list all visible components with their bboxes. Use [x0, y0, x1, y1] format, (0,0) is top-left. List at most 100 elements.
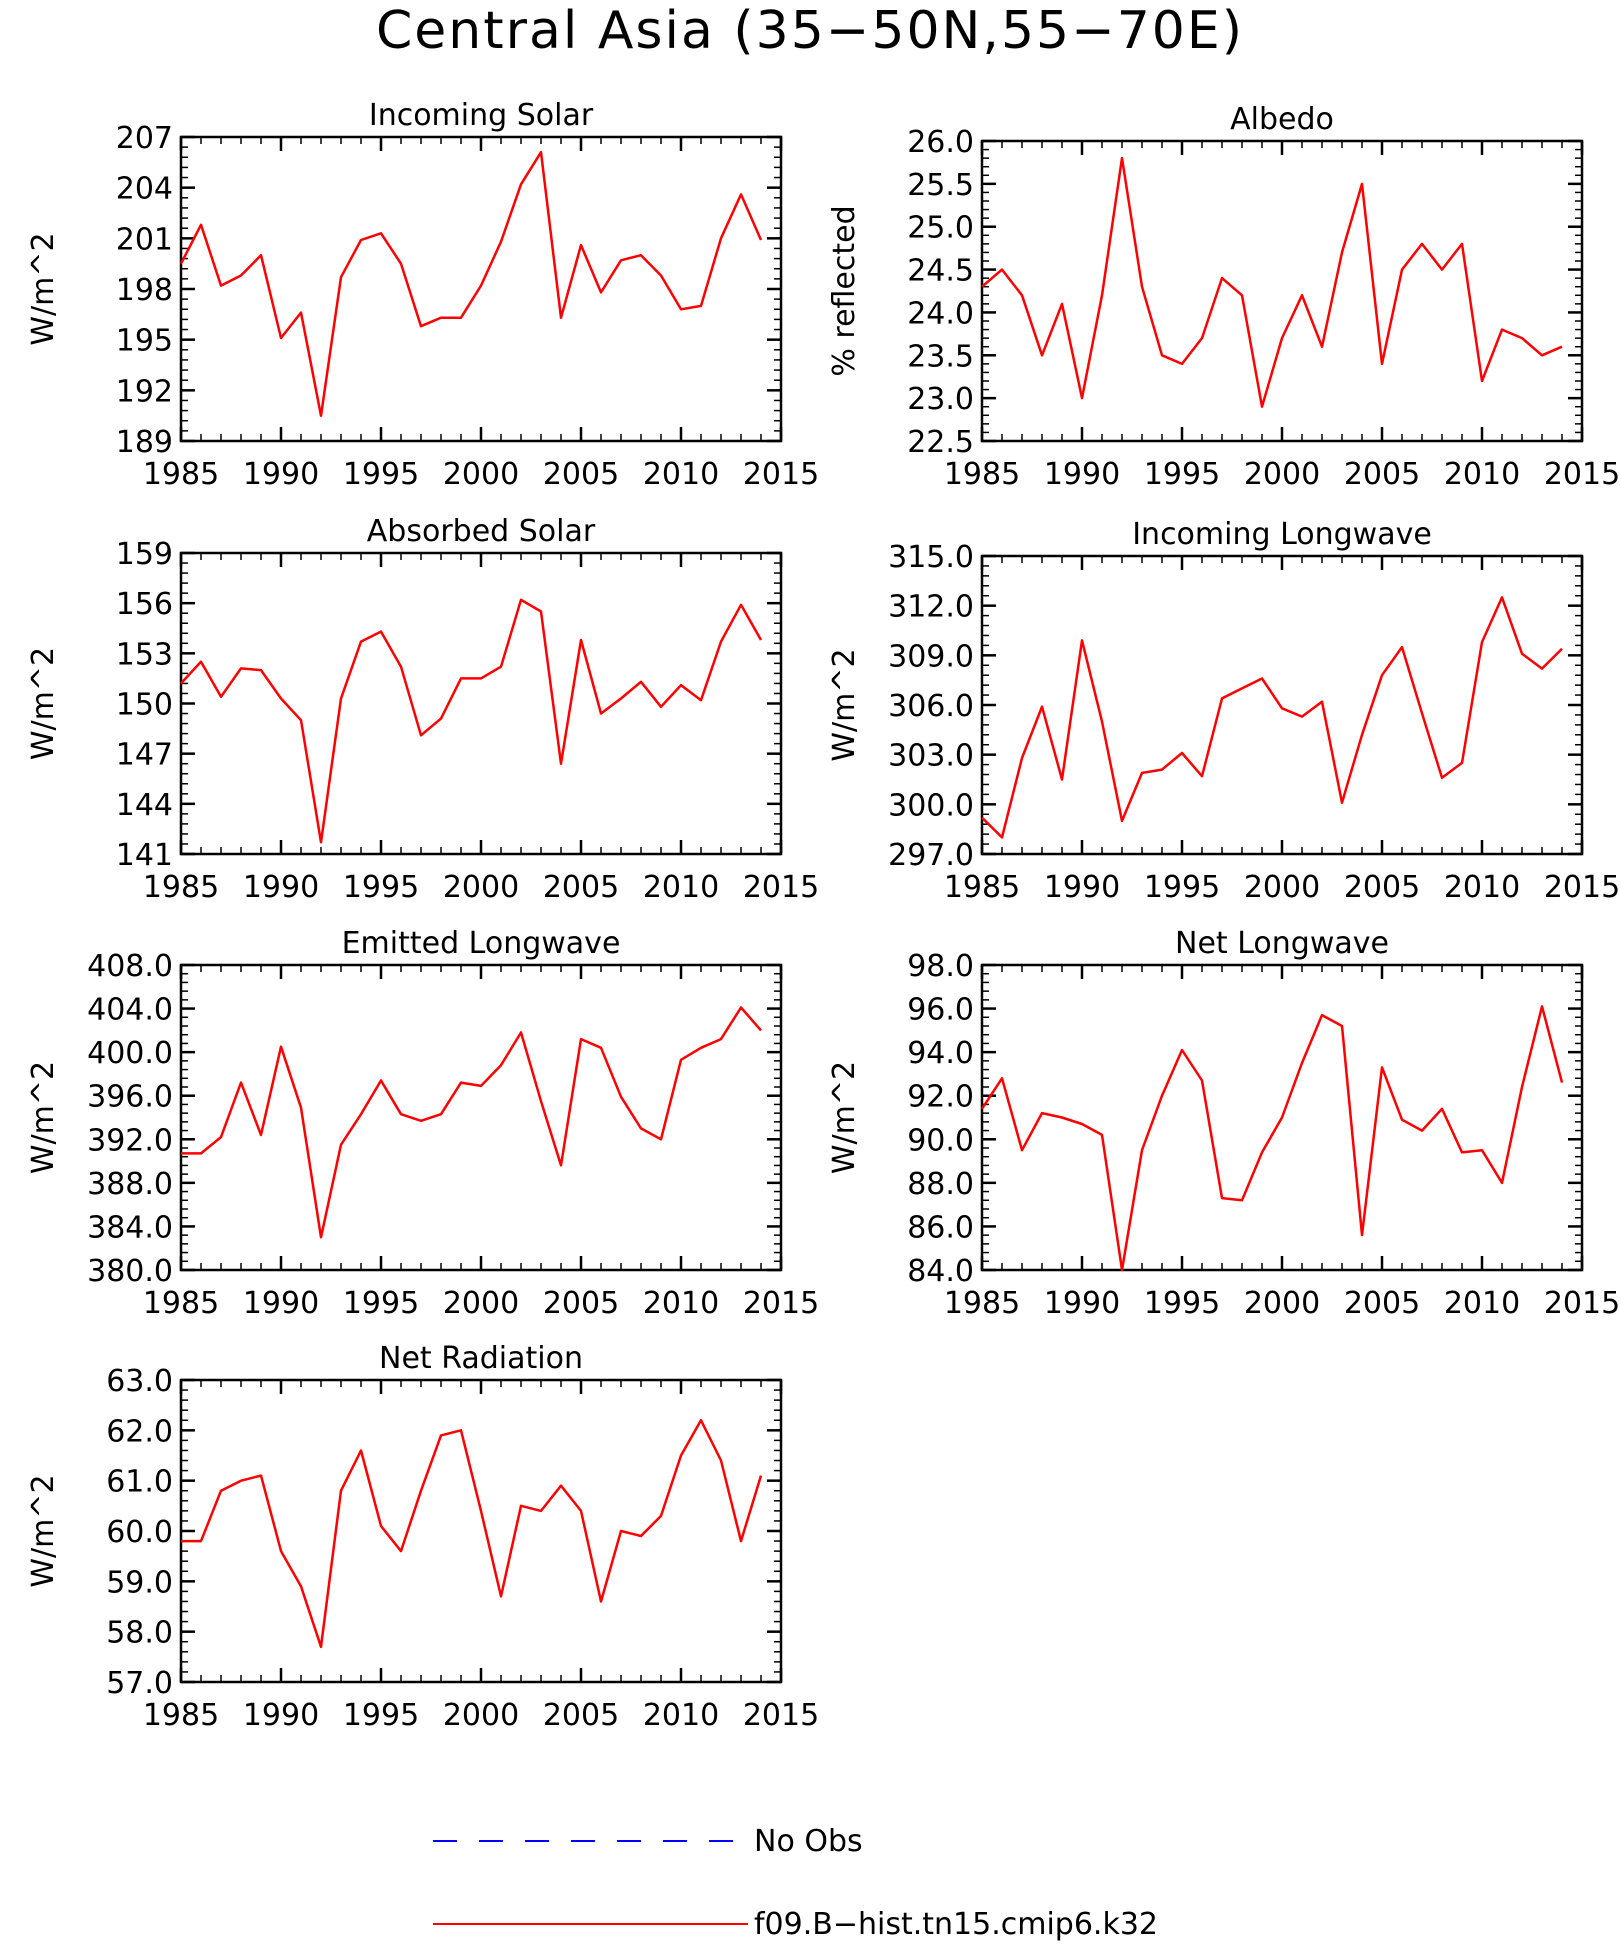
x-tick-label: 1985	[944, 457, 1020, 492]
x-tick-label: 2000	[1244, 1286, 1320, 1321]
y-tick-label: 25.5	[907, 168, 974, 203]
x-tick-label: 2005	[1344, 1286, 1420, 1321]
y-tick-label: 62.0	[106, 1414, 173, 1449]
panel-title: Incoming Solar	[369, 98, 594, 133]
y-tick-label: 57.0	[106, 1666, 173, 1701]
panel-title: Net Radiation	[379, 1341, 583, 1376]
y-axis-label: W/m^2	[26, 1474, 61, 1587]
x-tick-label: 2010	[643, 870, 719, 905]
panel-title: Incoming Longwave	[1132, 517, 1432, 552]
x-tick-label: 2010	[1444, 1286, 1520, 1321]
series-line	[981, 156, 1563, 408]
figure-title: Central Asia (35−50N,55−70E)	[376, 1, 1244, 61]
y-tick-label: 309.0	[888, 639, 974, 674]
x-tick-label: 1995	[343, 1286, 419, 1321]
y-tick-label: 189	[116, 425, 173, 460]
panel-title: Emitted Longwave	[342, 926, 621, 961]
x-tick-label: 1985	[944, 870, 1020, 905]
x-tick-label: 2005	[543, 457, 619, 492]
x-tick-label: 1990	[243, 1698, 319, 1733]
y-tick-label: 96.0	[907, 993, 974, 1028]
panel-0: Incoming Solar W/m^2 1985 1990 1995 2000 2005 2…	[26, 98, 819, 492]
series-line	[180, 598, 763, 844]
y-tick-label: 159	[116, 537, 173, 572]
x-tick-label: 1990	[1044, 870, 1120, 905]
x-tick-label: 2000	[443, 457, 519, 492]
y-tick-label: 60.0	[106, 1515, 173, 1550]
series-line	[980, 1005, 1564, 1272]
x-tick-label: 2000	[1244, 457, 1320, 492]
y-axis-label: W/m^2	[26, 647, 61, 760]
y-tick-label: 306.0	[888, 689, 974, 724]
panel-3: Incoming Longwave W/m^2 1985 1990 1995 2000 20…	[827, 517, 1620, 905]
x-tick-label: 1985	[143, 1698, 219, 1733]
x-tick-label: 1985	[143, 870, 219, 905]
x-tick-label: 1995	[1144, 870, 1220, 905]
y-tick-label: 63.0	[106, 1364, 173, 1399]
y-tick-label: 23.0	[907, 382, 974, 417]
y-tick-label: 297.0	[888, 838, 974, 873]
y-tick-label: 24.0	[907, 296, 974, 331]
panel-6: Net Radiation W/m^2 1985 1990 1995 2000 2005 20…	[26, 1341, 819, 1733]
plot-frame	[179, 963, 783, 1272]
y-axis-label: W/m^2	[26, 232, 61, 345]
y-tick-label: 92.0	[907, 1080, 974, 1115]
x-tick-label: 2010	[643, 457, 719, 492]
y-tick-label: 147	[116, 738, 173, 773]
plot-frame	[980, 139, 1584, 443]
x-tick-label: 2010	[643, 1698, 719, 1733]
x-tick-label: 1985	[944, 1286, 1020, 1321]
x-tick-label: 2010	[1444, 870, 1520, 905]
y-tick-label: 404.0	[87, 993, 173, 1028]
y-tick-label: 201	[116, 222, 173, 257]
y-tick-label: 300.0	[888, 788, 974, 823]
x-tick-label: 2005	[543, 870, 619, 905]
y-tick-label: 58.0	[106, 1616, 173, 1651]
legend-no-obs-label: No Obs	[754, 1824, 863, 1859]
plot-frame	[179, 135, 783, 443]
legend: No Obs f09.B−hist.tn15.cmip6.k32	[433, 1824, 1158, 1942]
y-tick-label: 26.0	[907, 125, 974, 160]
panel-title: Albedo	[1230, 102, 1334, 137]
series-line	[981, 596, 1563, 839]
x-tick-label: 2015	[743, 1286, 819, 1321]
y-tick-label: 315.0	[888, 540, 974, 575]
x-tick-label: 1985	[143, 457, 219, 492]
y-tick-label: 312.0	[888, 590, 974, 625]
panel-title: Net Longwave	[1175, 926, 1389, 961]
series-line	[181, 1419, 763, 1649]
x-tick-label: 2000	[1244, 870, 1320, 905]
x-tick-label: 2005	[543, 1698, 619, 1733]
x-tick-label: 2005	[1344, 457, 1420, 492]
panel-1: Albedo % reflected 1985 1990 1995 2000 2005 201…	[827, 102, 1620, 492]
y-tick-label: 192	[116, 374, 173, 409]
series-line	[181, 1006, 762, 1239]
panel-title: Absorbed Solar	[367, 514, 596, 549]
x-tick-label: 2000	[443, 870, 519, 905]
y-tick-label: 22.5	[907, 425, 974, 460]
x-tick-label: 2000	[443, 1286, 519, 1321]
y-tick-label: 144	[116, 788, 173, 823]
x-tick-label: 2015	[743, 870, 819, 905]
y-tick-label: 396.0	[87, 1080, 173, 1115]
plot-frame	[179, 551, 783, 856]
y-tick-label: 153	[116, 637, 173, 672]
y-tick-label: 61.0	[106, 1465, 173, 1500]
x-tick-label: 2015	[1544, 457, 1620, 492]
y-tick-label: 23.5	[907, 339, 974, 374]
x-tick-label: 1995	[1144, 457, 1220, 492]
x-tick-label: 2005	[543, 1286, 619, 1321]
x-tick-label: 2015	[1544, 1286, 1620, 1321]
y-axis-label: W/m^2	[827, 648, 862, 761]
y-tick-label: 156	[116, 587, 173, 622]
y-tick-label: 84.0	[907, 1254, 974, 1289]
x-tick-label: 2015	[743, 1698, 819, 1733]
panel-4: Emitted Longwave W/m^2 1985 1990 1995 2000 200…	[26, 926, 819, 1321]
y-tick-label: 94.0	[907, 1036, 974, 1071]
y-tick-label: 380.0	[87, 1254, 173, 1289]
x-tick-label: 1985	[143, 1286, 219, 1321]
panel-5: Net Longwave W/m^2 1985 1990 1995 2000 2005 201…	[827, 926, 1620, 1321]
y-tick-label: 204	[116, 172, 173, 207]
panel-2: Absorbed Solar W/m^2 1985 1990 1995 2000 2005 2…	[26, 514, 819, 905]
